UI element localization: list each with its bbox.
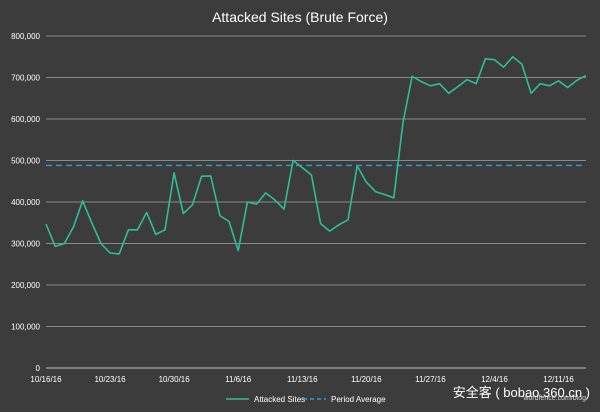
x-tick-label: 10/16/16 (30, 375, 62, 384)
y-tick-label: 400,000 (11, 198, 40, 207)
x-tick-label: 11/6/16 (225, 375, 252, 384)
y-tick-label: 300,000 (11, 240, 40, 249)
x-tick-label: 11/13/16 (287, 375, 318, 384)
y-tick-label: 600,000 (11, 115, 40, 124)
attacked-sites-points (45, 56, 587, 254)
y-tick-label: 700,000 (11, 74, 40, 83)
attacked-sites-line (45, 55, 587, 255)
legend-label-period-average: Period Average (331, 395, 386, 404)
watermark-brand: 安全客 ( bobao.360.cn ) (453, 385, 590, 400)
y-axis-ticks: 0 100,000 200,000 300,000 400,000 500,000 600,… (11, 32, 40, 373)
y-tick-label: 0 (36, 364, 41, 373)
x-tick-label: 10/23/16 (94, 375, 126, 384)
watermark-url: wordfence.com/blog (522, 395, 586, 402)
x-tick-label: 12/4/16 (481, 375, 508, 384)
x-tick-label: 11/27/16 (415, 375, 446, 384)
y-tick-label: 200,000 (11, 281, 40, 290)
legend-label-attacked-sites: Attacked Sites (254, 395, 305, 404)
legend: Attacked Sites Period Average (226, 395, 386, 404)
y-tick-label: 800,000 (11, 32, 40, 41)
chart-title: Attacked Sites (Brute Force) (212, 9, 388, 25)
x-tick-label: 11/20/16 (351, 375, 382, 384)
y-tick-label: 500,000 (11, 157, 40, 166)
x-axis-ticks: 10/16/16 10/23/16 10/30/16 11/6/16 11/13/16 1… (30, 375, 574, 384)
x-tick-label: 12/11/16 (543, 375, 574, 384)
x-tick-label: 10/30/16 (159, 375, 191, 384)
y-tick-label: 100,000 (11, 323, 40, 332)
